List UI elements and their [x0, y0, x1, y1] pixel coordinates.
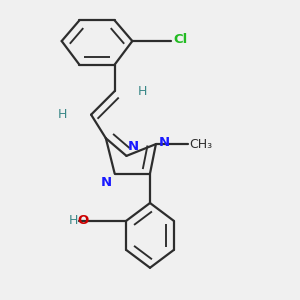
Text: H: H	[58, 108, 68, 121]
Text: N: N	[159, 136, 170, 149]
Text: CH₃: CH₃	[190, 138, 213, 151]
Text: H: H	[138, 85, 148, 98]
Text: H: H	[68, 214, 78, 227]
Text: N: N	[128, 140, 139, 153]
Text: Cl: Cl	[174, 33, 188, 46]
Text: N: N	[100, 176, 112, 190]
Text: O: O	[78, 214, 89, 227]
